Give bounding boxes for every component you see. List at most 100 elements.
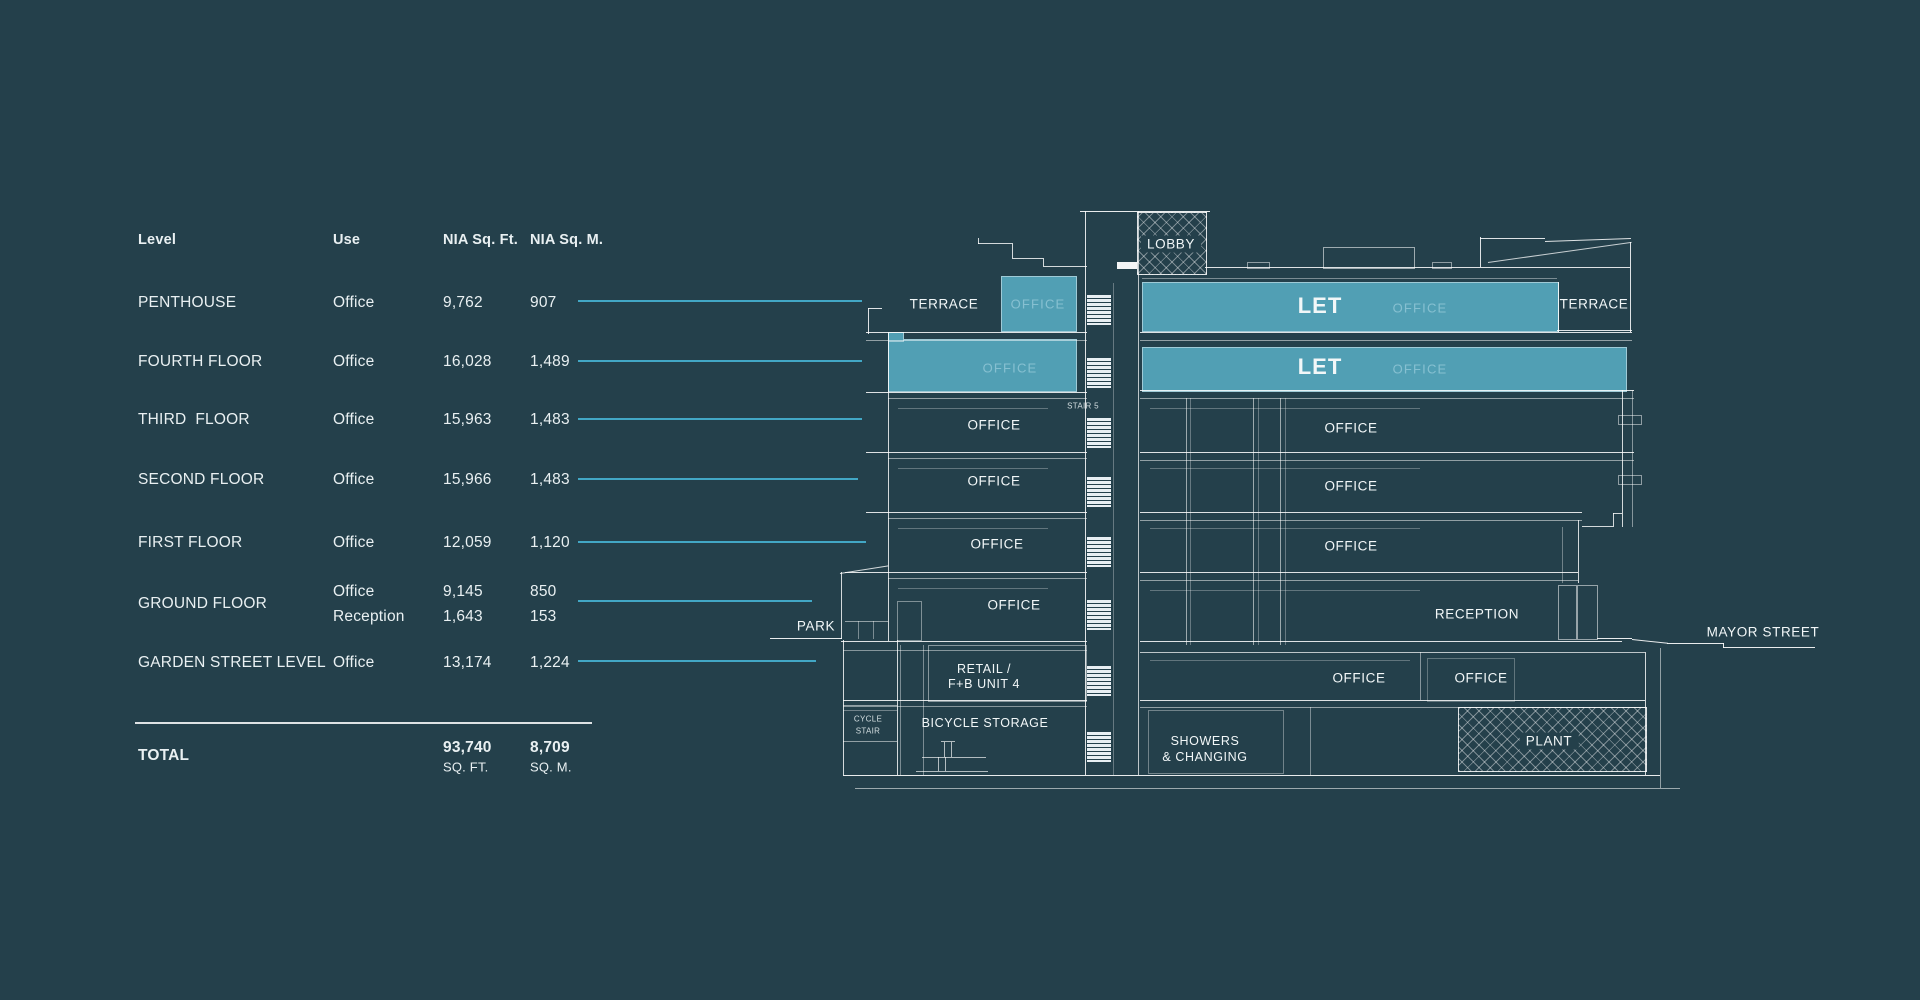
wall-line (1613, 513, 1615, 527)
row-sqft: 13,174 (443, 654, 492, 671)
solid-block (1117, 262, 1137, 269)
wall-line (1557, 330, 1632, 332)
row-use: Office (333, 534, 375, 551)
leader-line-third-floor (578, 418, 862, 420)
wall-line (1140, 520, 1582, 522)
wall-line (845, 621, 888, 623)
wall-line (1080, 211, 1210, 213)
row-use-2: Reception (333, 608, 405, 625)
leader-line-fourth-floor (578, 360, 862, 362)
outline-box (1577, 585, 1598, 640)
row-sqft: 15,963 (443, 411, 492, 428)
leader-line-second-floor (578, 478, 858, 480)
row-level: GROUND FLOOR (138, 595, 267, 612)
wall-line (1186, 398, 1188, 645)
wall-line (1150, 528, 1420, 530)
row-use: Office (333, 294, 375, 311)
wall-line (1420, 652, 1422, 700)
third-left-office-label: OFFICE (967, 417, 1021, 433)
first-right-office-label: OFFICE (1324, 538, 1378, 554)
wall-line (1142, 278, 1557, 280)
wall-line (866, 392, 1087, 394)
total-label: TOTAL (138, 747, 190, 764)
garden-office-a-label: OFFICE (1332, 670, 1386, 686)
wall-line (900, 645, 902, 775)
wall-line (1723, 643, 1725, 648)
leader-line-garden-street-level (578, 660, 816, 662)
total-sqft-unit: SQ. FT. (443, 759, 489, 775)
park-label: PARK (796, 618, 836, 634)
wall-line (1622, 390, 1624, 527)
row-level: GARDEN STREET LEVEL (138, 654, 326, 671)
col-header-level: Level (138, 232, 177, 248)
outline-box (897, 601, 922, 641)
wall-line (1558, 282, 1560, 332)
bicycle-storage-label: BICYCLE STORAGE (921, 716, 1049, 730)
row-use: Office (333, 411, 375, 428)
stair-flight (1087, 537, 1111, 567)
wall-line (843, 741, 897, 743)
row-sqm: 1,489 (530, 353, 570, 370)
row-sqft-2: 1,643 (443, 608, 483, 625)
row-sqm: 907 (530, 294, 557, 311)
wall-line (1667, 643, 1724, 645)
fourth-office-label: OFFICE (1392, 361, 1448, 377)
wall-line (843, 705, 897, 707)
wall-line (866, 512, 1087, 514)
outline-box (928, 645, 1087, 702)
wall-line (1150, 660, 1410, 662)
roof-line (1631, 639, 1668, 645)
wall-line (1140, 390, 1634, 392)
let-highlight-area (1142, 347, 1627, 392)
stair-flight (1087, 477, 1111, 507)
wall-line (1582, 526, 1613, 528)
outline-box (1247, 262, 1270, 269)
wall-line (868, 308, 870, 334)
let-highlight-area (1001, 276, 1077, 332)
wall-line (1140, 641, 1622, 643)
wall-line (888, 398, 1087, 400)
row-level: SECOND FLOOR (138, 471, 265, 488)
terrace-right-label: TERRACE (1559, 296, 1629, 312)
wall-line (866, 332, 1087, 334)
wall-line (1140, 452, 1634, 454)
wall-line (843, 650, 1087, 652)
wall-line (888, 332, 890, 641)
ground-left-office-label: OFFICE (987, 597, 1041, 613)
let-highlight-area (1142, 282, 1559, 332)
stair-flight (1087, 666, 1111, 696)
leader-line-first-floor (578, 541, 866, 543)
bicycle-rack-icon (916, 738, 990, 774)
wall-line (845, 572, 1087, 574)
wall-line (1578, 520, 1580, 583)
wall-line (1140, 332, 1632, 334)
wall-line (770, 638, 842, 640)
stair-flight (1087, 418, 1111, 448)
wall-line (1150, 590, 1420, 592)
row-sqft: 16,028 (443, 353, 492, 370)
wall-line (888, 458, 1087, 460)
total-sqm: 8,709 (530, 739, 570, 756)
wall-line (858, 621, 860, 639)
wall-line (1253, 398, 1255, 645)
row-use: Office (333, 583, 375, 600)
row-sqm: 1,224 (530, 654, 570, 671)
lobby-label: LOBBY (1140, 235, 1202, 253)
wall-line (841, 641, 1087, 643)
wall-line (1085, 211, 1087, 775)
wall-line (1562, 527, 1564, 583)
wall-line (1285, 398, 1287, 645)
wall-line (978, 238, 980, 244)
wall-line (866, 452, 1087, 454)
wall-line (1280, 398, 1282, 645)
outline-box (1618, 475, 1642, 485)
row-sqm: 1,120 (530, 534, 570, 551)
wall-line (866, 340, 1087, 342)
wall-line (898, 588, 1048, 590)
row-level: FOURTH FLOOR (138, 353, 263, 370)
wall-line (1150, 408, 1420, 410)
wall-line (898, 468, 1048, 470)
stair5-label: STAIR 5 (1067, 401, 1099, 411)
wall-line (898, 528, 1048, 530)
wall-line (1140, 700, 1645, 702)
